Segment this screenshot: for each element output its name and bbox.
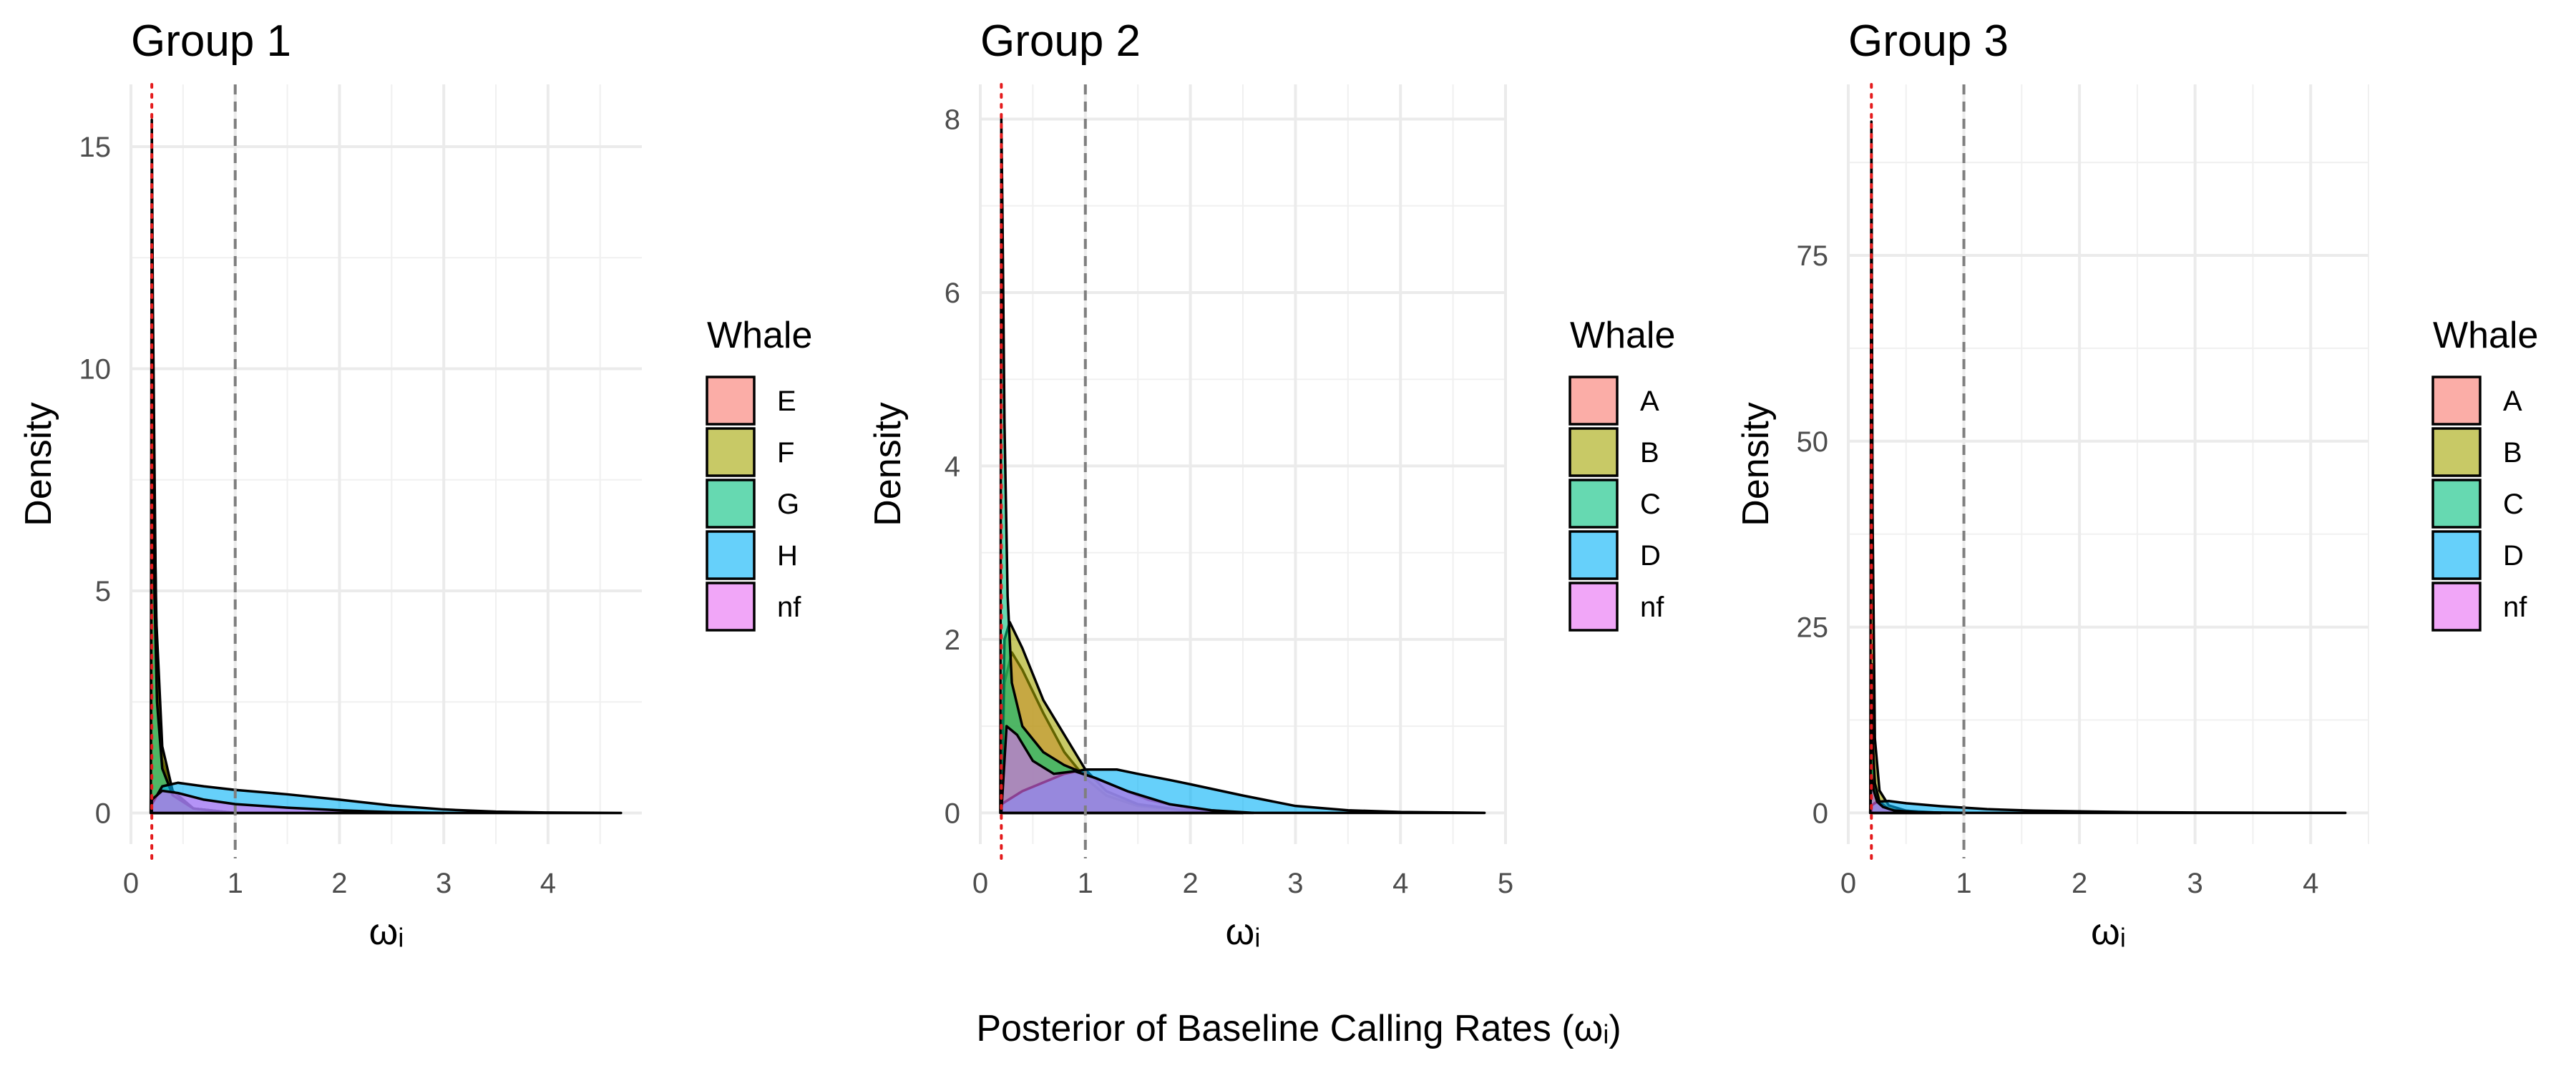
chart-1-y-tick-label: 10 xyxy=(79,353,112,385)
chart-1-legend-label-nf: nf xyxy=(777,592,801,623)
chart-3-legend-label-B: B xyxy=(2503,437,2522,469)
chart-3-x-tick-label: 0 xyxy=(1840,868,1856,899)
chart-3-legend-key-C xyxy=(2431,479,2482,529)
chart-3-density-nf xyxy=(1868,774,1966,815)
chart-1-y-tick-label: 0 xyxy=(95,798,111,830)
chart-3-y-tick-label: 75 xyxy=(1797,240,1829,272)
chart-2-title: Group 2 xyxy=(980,16,1141,66)
chart-1-density-nf xyxy=(150,789,445,815)
chart-2-legend-key-C xyxy=(1568,479,1619,529)
chart-3-x-tick-label: 3 xyxy=(2187,868,2203,899)
figure-caption: Posterior of Baseline Calling Rates (ωᵢ) xyxy=(976,1008,1621,1049)
chart-2-legend-label-C: C xyxy=(1640,489,1661,520)
chart-2-x-tick-label: 2 xyxy=(1182,868,1198,899)
chart-3-legend-label-A: A xyxy=(2503,386,2522,417)
chart-3-legend-key-nf xyxy=(2431,582,2482,632)
chart-2-y-tick-label: 4 xyxy=(945,451,960,482)
chart-2-legend-label-nf: nf xyxy=(1640,592,1664,623)
chart-1-x-tick-label: 4 xyxy=(540,868,556,899)
chart-2-x-tick-label: 3 xyxy=(1287,868,1303,899)
chart-2-legend-label-D: D xyxy=(1640,540,1661,572)
chart-3-legend-key-A xyxy=(2431,376,2482,426)
chart-1-density-F xyxy=(149,118,237,815)
chart-1-legend-title: Whale xyxy=(707,315,812,356)
chart-2-legend-key-A xyxy=(1568,376,1619,426)
chart-3-y-tick-label: 25 xyxy=(1797,612,1829,644)
chart-3-x-tick-label: 2 xyxy=(2072,868,2087,899)
chart-1-x-tick-label: 3 xyxy=(436,868,452,899)
chart-3-legend-label-nf: nf xyxy=(2503,592,2527,623)
chart-2-y-axis-title: Density xyxy=(867,402,909,526)
chart-3-legend-label-C: C xyxy=(2503,489,2524,520)
chart-2-legend-key-B xyxy=(1568,427,1619,477)
chart-1-legend-label-F: F xyxy=(777,437,794,469)
chart-1-y-tick-label: 5 xyxy=(95,576,111,607)
chart-3-y-tick-label: 0 xyxy=(1813,798,1828,829)
chart-1-y-tick-label: 15 xyxy=(79,132,112,163)
chart-3-y-tick-label: 50 xyxy=(1797,426,1829,458)
chart-1-density-E xyxy=(149,314,237,815)
chart-3-legend-title: Whale xyxy=(2433,315,2538,356)
chart-2-x-axis-title: ωᵢ xyxy=(1226,911,1261,953)
chart-1-legend-label-E: E xyxy=(777,386,796,417)
chart-3-legend-key-B xyxy=(2431,427,2482,477)
chart-2-legend-title: Whale xyxy=(1570,315,1675,356)
chart-2-y-tick-label: 0 xyxy=(945,798,960,829)
chart-1-x-axis-title: ωᵢ xyxy=(369,911,404,953)
chart-3-density-D xyxy=(1870,799,2347,815)
chart-1-x-tick-label: 2 xyxy=(331,868,347,899)
chart-2-x-tick-label: 1 xyxy=(1078,868,1093,899)
chart-2-x-tick-label: 5 xyxy=(1498,868,1513,899)
chart-3-title: Group 3 xyxy=(1848,16,2009,66)
chart-3-x-axis-title: ωᵢ xyxy=(2091,911,2126,953)
chart-2-x-tick-label: 0 xyxy=(972,868,988,899)
chart-1-legend-label-H: H xyxy=(777,540,798,572)
chart-3-x-tick-label: 4 xyxy=(2303,868,2318,899)
chart-1-legend-key-E xyxy=(706,376,756,426)
chart-1-x-tick-label: 1 xyxy=(228,868,243,899)
chart-2-y-tick-label: 8 xyxy=(945,104,960,135)
chart-3-legend-key-D xyxy=(2431,530,2482,580)
chart-1-legend-key-H xyxy=(706,530,756,580)
chart-2-legend-label-B: B xyxy=(1640,437,1659,469)
chart-3-x-tick-label: 1 xyxy=(1956,868,1971,899)
chart-1-legend-key-F xyxy=(706,427,756,477)
chart-3-legend-label-D: D xyxy=(2503,540,2524,572)
chart-1-legend-key-nf xyxy=(706,582,756,632)
chart-1-title: Group 1 xyxy=(131,16,291,66)
chart-2-x-tick-label: 4 xyxy=(1392,868,1408,899)
chart-2-y-tick-label: 6 xyxy=(945,278,960,309)
chart-2-legend-label-A: A xyxy=(1640,386,1659,417)
chart-2-legend-key-nf xyxy=(1568,582,1619,632)
chart-2-legend-key-D xyxy=(1568,530,1619,580)
chart-1-legend-key-G xyxy=(706,479,756,529)
chart-3-y-axis-title: Density xyxy=(1735,402,1777,526)
chart-1-x-tick-label: 0 xyxy=(123,868,139,899)
chart-1-y-axis-title: Density xyxy=(18,402,59,526)
chart-1-legend-label-G: G xyxy=(777,489,799,520)
chart-2-y-tick-label: 2 xyxy=(945,624,960,656)
